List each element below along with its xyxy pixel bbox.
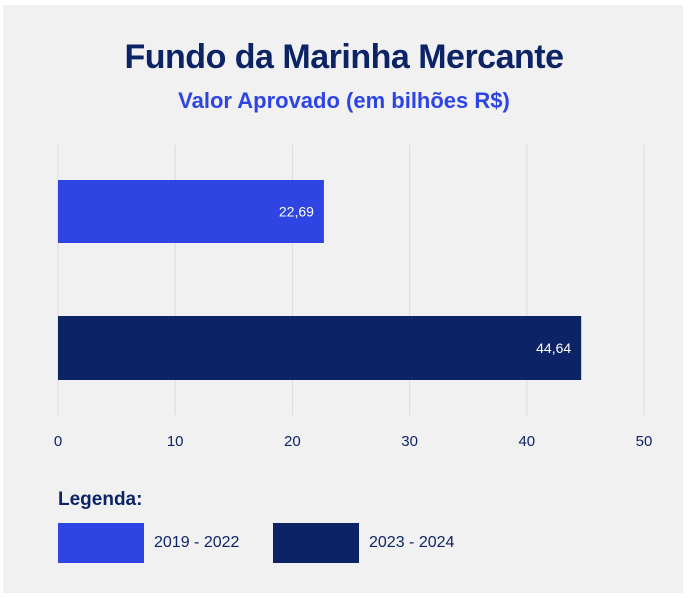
legend-swatch-2023-2024 <box>273 523 359 563</box>
bar-2019-2022 <box>58 180 324 243</box>
legend-label-2019-2022: 2019 - 2022 <box>154 534 240 551</box>
x-tick-label: 30 <box>401 433 418 450</box>
x-tick-label: 10 <box>167 433 184 450</box>
x-tick-label: 50 <box>636 433 653 450</box>
legend-item-2023-2024: 2023 - 2024 <box>273 523 454 563</box>
chart-card <box>3 5 683 593</box>
x-tick-label: 0 <box>54 433 62 450</box>
legend-swatch-2019-2022 <box>58 523 144 563</box>
x-tick-label: 40 <box>518 433 535 450</box>
legend-label-2023-2024: 2023 - 2024 <box>369 534 455 551</box>
chart-subtitle: Valor Aprovado (em bilhões R$) <box>178 88 510 113</box>
legend-item-2019-2022: 2019 - 2022 <box>58 523 239 563</box>
chart-title: Fundo da Marinha Mercante <box>124 38 565 76</box>
bar-value-label: 44,64 <box>536 340 571 356</box>
bar-2023-2024 <box>58 316 582 380</box>
x-tick-label: 20 <box>284 433 301 450</box>
legend-title: Legenda: <box>58 489 143 510</box>
bar-value-label: 22,69 <box>279 204 314 220</box>
